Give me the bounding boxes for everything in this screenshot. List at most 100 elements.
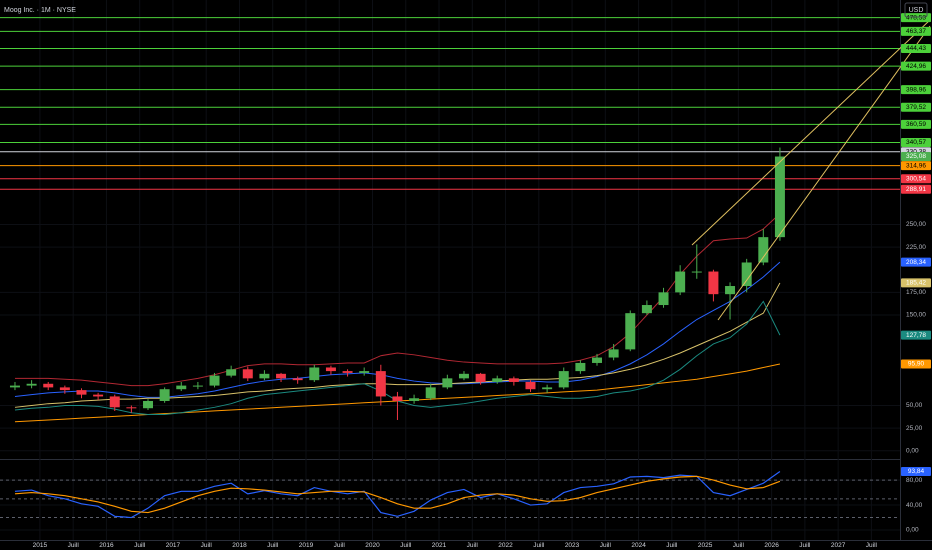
x-tick-label: Juill	[68, 542, 80, 549]
x-tick-label: Juill	[267, 542, 279, 549]
candle-body	[492, 378, 503, 382]
candle-body	[542, 387, 553, 390]
candle-body	[176, 385, 187, 390]
level-label: 424,96	[906, 63, 926, 70]
y-tick-label: 250,00	[906, 221, 926, 228]
candle-body	[475, 373, 486, 382]
x-tick-label: Juill	[334, 542, 346, 549]
x-tick-label: Juill	[600, 542, 612, 549]
candle-body	[508, 378, 519, 382]
candle-body	[725, 286, 736, 295]
level-label: 340,57	[906, 139, 926, 146]
x-tick-label: Juill	[733, 542, 745, 549]
x-tick-label: 2024	[631, 542, 646, 549]
level-label-box	[901, 102, 931, 112]
candle-body	[59, 387, 70, 391]
candle-body	[242, 369, 253, 379]
candle-body	[259, 373, 270, 379]
x-tick-label: 2021	[432, 542, 447, 549]
x-tick-label: 2020	[365, 542, 380, 549]
candle-body	[276, 373, 287, 379]
x-tick-label: 2026	[764, 542, 779, 549]
rsi-label-box	[901, 466, 931, 476]
candle-body	[641, 305, 652, 314]
currency-box[interactable]	[904, 2, 928, 18]
candle-body	[758, 237, 769, 263]
x-tick-label: 2025	[698, 542, 713, 549]
candle-body	[458, 373, 469, 379]
candle-body	[226, 369, 237, 376]
x-tick-label: 2022	[498, 542, 513, 549]
overlay-label-box	[901, 278, 931, 288]
candle-body	[625, 313, 636, 350]
candle-body	[558, 371, 569, 388]
candle-body	[325, 367, 336, 372]
x-tick-label: Juill	[533, 542, 545, 549]
overlay-label-box	[901, 330, 931, 340]
level-label-box	[901, 174, 931, 184]
overlay-label: 95,90	[908, 361, 925, 368]
overlay-label-box	[901, 257, 931, 267]
candle-body	[375, 371, 386, 397]
overlay-label: 127,78	[906, 332, 926, 339]
candle-body	[143, 400, 153, 409]
candle-body	[658, 292, 669, 306]
level-label: 314,96	[906, 162, 926, 169]
overlay-line	[14, 261, 781, 398]
level-label-box	[901, 161, 931, 171]
x-tick-label: 2016	[99, 542, 114, 549]
x-tick-label: Juill	[134, 542, 146, 549]
x-tick-label: 2019	[299, 542, 314, 549]
candle-body	[109, 396, 120, 408]
candle-body	[126, 407, 137, 409]
candle-body	[774, 156, 785, 238]
candle-body	[425, 387, 436, 399]
x-tick-label: Juill	[866, 542, 878, 549]
y-tick-label: 150,00	[906, 312, 926, 319]
candle-body	[192, 385, 203, 387]
level-label: 379,52	[906, 104, 926, 111]
candle-body	[93, 394, 104, 397]
candle-body	[691, 271, 702, 273]
level-label-box	[901, 119, 931, 129]
rsi-label: 93,84	[908, 468, 925, 475]
x-tick-label: Juill	[467, 542, 479, 549]
price-label-box	[901, 152, 931, 162]
level-label-box	[901, 85, 931, 95]
rsi-line	[14, 470, 781, 519]
axes: 2015 Juill 2016 Juill 2017 Juill 2018 Juill 2019…	[33, 13, 931, 549]
y-tick-label: 0,00	[906, 527, 919, 534]
y-tick-label: 0,00	[906, 447, 919, 454]
candle-body	[9, 385, 20, 388]
chart-title: Moog Inc. · 1M · NYSE	[4, 7, 76, 14]
candle-body	[608, 349, 619, 358]
x-tick-label: Juill	[201, 542, 213, 549]
candle-body	[76, 390, 87, 395]
plot	[0, 17, 900, 519]
overlay-label: 185,42	[906, 280, 926, 287]
candle-body	[359, 371, 370, 373]
candle-body	[159, 389, 170, 401]
level-label-box	[901, 13, 931, 23]
level-label: 288,91	[906, 186, 926, 193]
y-tick-label: 25,00	[906, 425, 923, 432]
candle-body	[525, 381, 536, 390]
x-tick-label: Juill	[666, 542, 678, 549]
candle-body	[292, 378, 303, 381]
candle-body	[392, 396, 403, 401]
candle-body	[708, 271, 719, 295]
candle-body	[741, 262, 752, 287]
rsi-line	[14, 475, 781, 514]
level-label-box	[901, 26, 931, 36]
currency[interactable]: USD	[909, 7, 924, 14]
candle-body	[26, 383, 37, 386]
candle-body	[575, 362, 586, 372]
trendline	[717, 25, 931, 321]
level-label: 444,43	[906, 45, 926, 52]
x-tick-label: 2023	[565, 542, 580, 549]
trendline	[691, 19, 931, 246]
candle-body	[592, 357, 602, 363]
